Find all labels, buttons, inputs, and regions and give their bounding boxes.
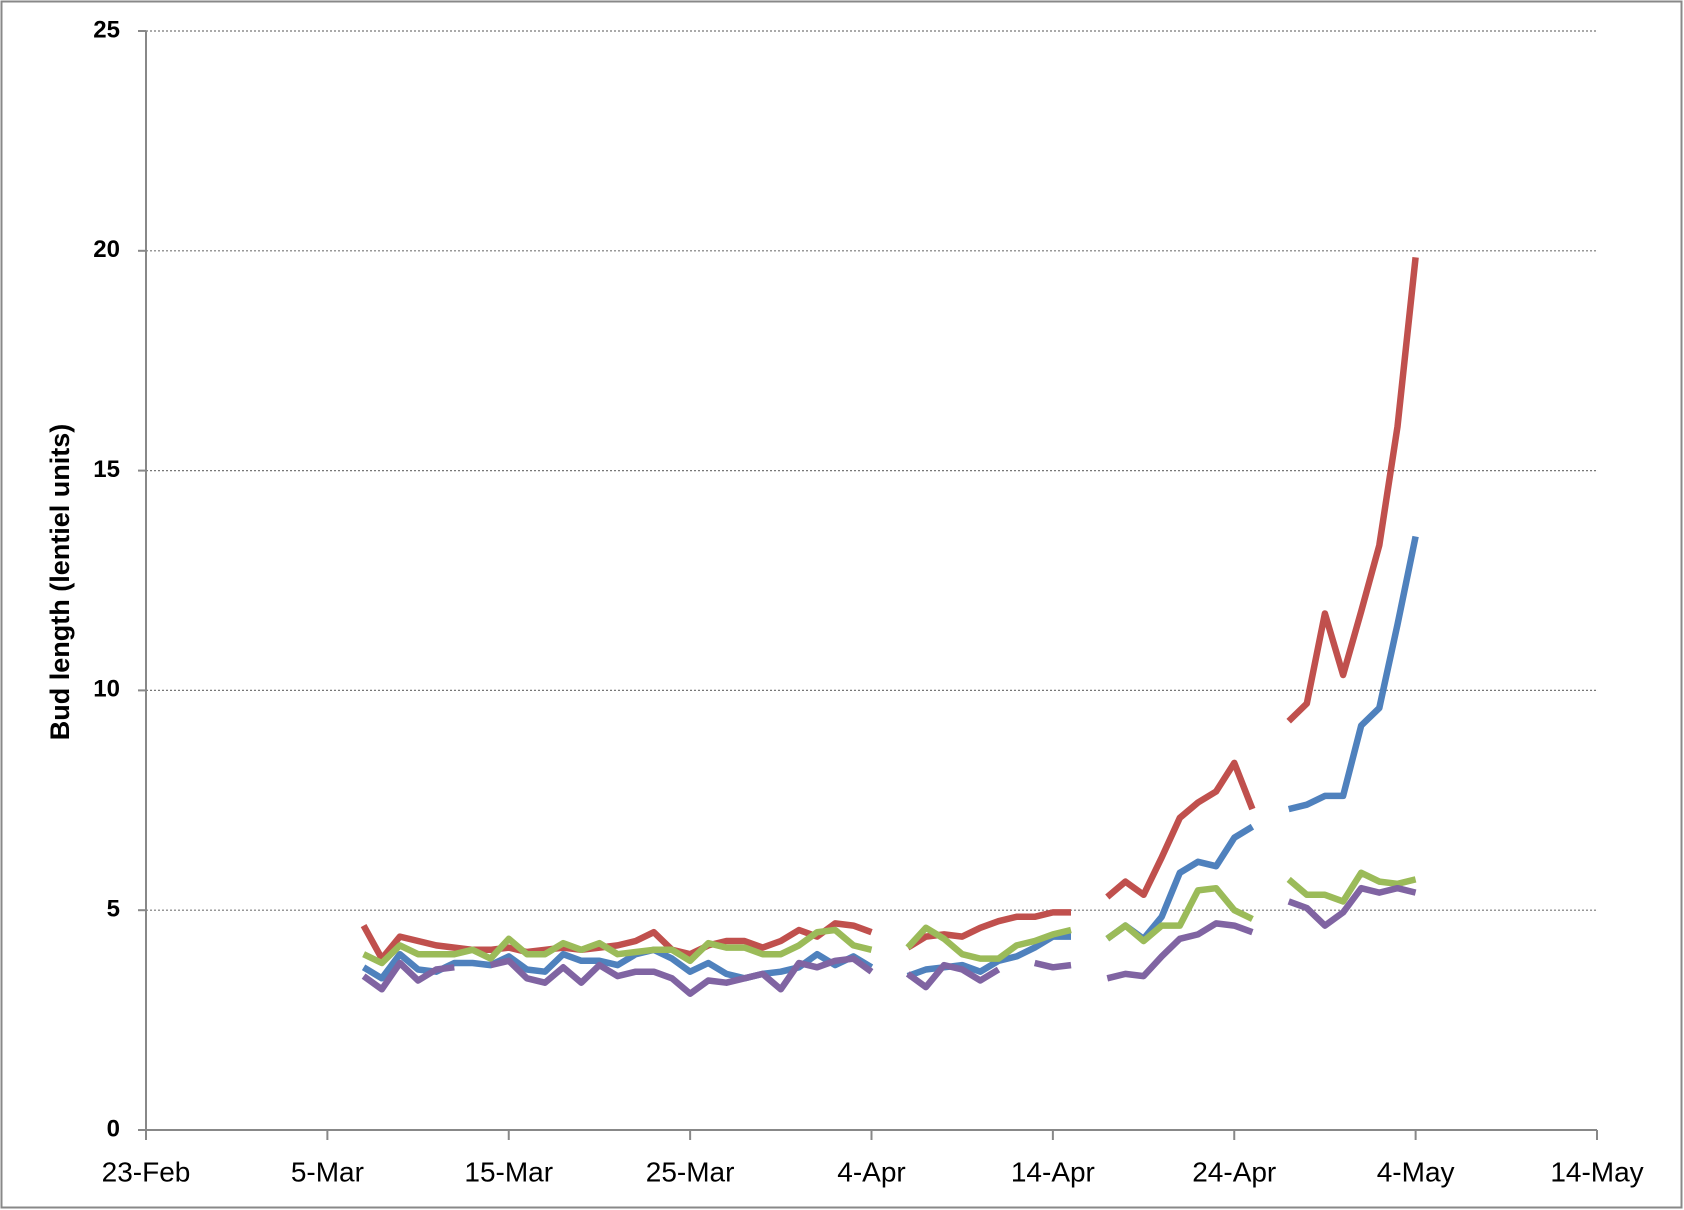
x-tick-label: 15-Mar: [464, 1156, 553, 1187]
x-tick-label: 25-Mar: [646, 1156, 735, 1187]
x-tick-label: 14-Apr: [1011, 1156, 1095, 1187]
series-line: [360, 257, 1419, 962]
y-tick-label: 20: [93, 236, 120, 263]
y-axis-label: Bud length (lentiel units): [45, 424, 75, 740]
series-line: [361, 884, 1417, 997]
x-tick-label: 14-May: [1550, 1156, 1643, 1187]
x-tick-label: 5-Mar: [291, 1156, 364, 1187]
y-tick-label: 15: [93, 456, 120, 483]
x-tick-label: 4-May: [1377, 1156, 1455, 1187]
series-line: [361, 535, 1419, 982]
y-tick-label: 10: [93, 676, 120, 703]
series-line: [362, 869, 1417, 967]
y-tick-label: 25: [93, 16, 120, 43]
y-tick-label: 0: [107, 1115, 120, 1142]
x-tick-label: 4-Apr: [837, 1156, 905, 1187]
x-tick-label: 24-Apr: [1192, 1156, 1276, 1187]
x-tick-label: 23-Feb: [102, 1156, 191, 1187]
y-tick-label: 5: [107, 896, 120, 923]
